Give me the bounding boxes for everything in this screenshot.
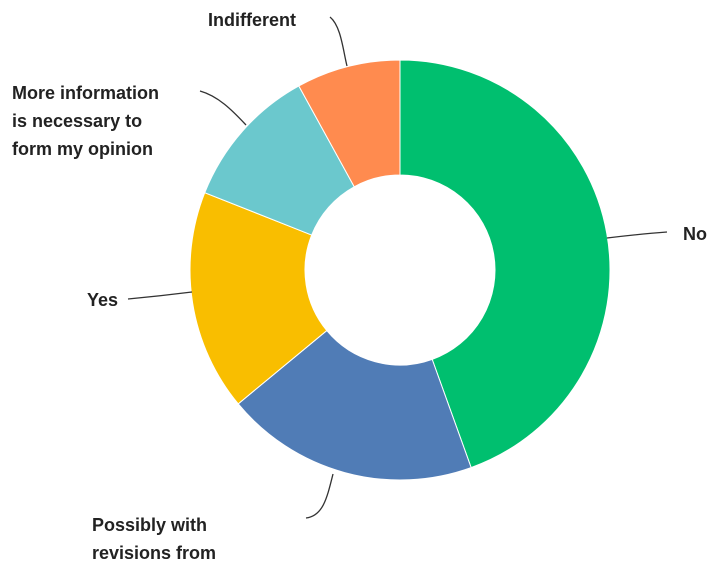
slice-no	[399, 59, 611, 469]
leader-line-indifferent	[329, 16, 348, 67]
label-line: More information	[12, 83, 159, 103]
leader-line-more-information-is-necessary-to-form-my	[199, 90, 247, 126]
slice-indifferent	[298, 59, 401, 188]
chart-leader-lines	[127, 16, 668, 519]
label-line: Indifferent	[208, 10, 296, 30]
leader-line-no	[606, 231, 668, 239]
label-line: No	[683, 224, 707, 244]
label-no: No	[683, 224, 707, 244]
label-line: is necessary to	[12, 111, 142, 131]
label-indifferent: Indifferent	[208, 10, 296, 30]
label-more-information-is-necessary-to-form-my: More information is necessary to form my o…	[12, 83, 159, 159]
slice-yes	[189, 192, 328, 405]
chart-slices	[189, 59, 611, 481]
label-line: Yes	[87, 290, 118, 310]
label-line: form my opinion	[12, 139, 153, 159]
label-possibly-with-revisions-from: Possibly with revisions from	[92, 515, 216, 563]
slice-possibly-with-revisions-from	[237, 329, 472, 481]
chart-labels: No Possibly with revisions from Yes More inf…	[12, 10, 707, 563]
label-line: revisions from	[92, 543, 216, 563]
leader-line-yes	[127, 291, 193, 300]
leader-line-possibly-with-revisions-from	[305, 473, 334, 519]
label-yes: Yes	[87, 290, 118, 310]
label-line: Possibly with	[92, 515, 207, 535]
